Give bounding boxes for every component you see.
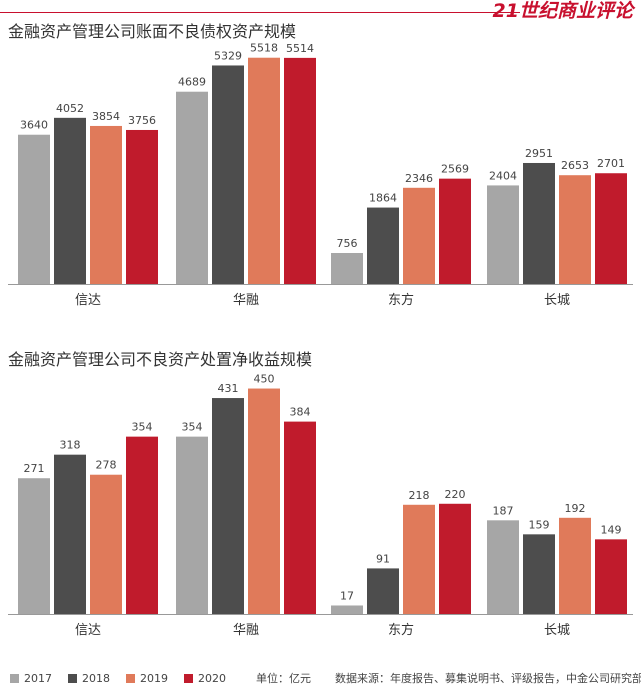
data-label-东方-2018: 1864	[369, 192, 397, 205]
bar-信达-2017	[18, 478, 50, 614]
data-label-信达-2019: 278	[96, 459, 117, 472]
bar-东方-2019	[403, 187, 435, 284]
source-label: 数据来源：年度报告、募集说明书、评级报告，中金公司研究部	[335, 672, 641, 685]
data-label-长城-2019: 192	[565, 502, 586, 515]
bar-华融-2017	[176, 91, 208, 284]
data-label-东方-2017: 756	[337, 237, 358, 250]
data-label-信达-2019: 3854	[92, 110, 120, 123]
chart-1-title: 金融资产管理公司账面不良债权资产规模	[8, 22, 297, 41]
bar-信达-2018	[54, 117, 86, 284]
data-label-信达-2020: 3756	[128, 114, 156, 127]
bar-华融-2017	[176, 436, 208, 614]
bar-华融-2020	[284, 421, 316, 614]
data-label-东方-2018: 91	[376, 552, 390, 565]
data-label-华融-2018: 431	[218, 382, 239, 395]
data-label-华融-2017: 354	[182, 421, 203, 434]
legend-label-2020: 2020	[198, 671, 226, 685]
bar-华融-2019	[248, 388, 280, 614]
data-label-华融-2018: 5329	[214, 49, 242, 62]
bar-东方-2020	[439, 503, 471, 614]
data-label-长城-2017: 2404	[489, 169, 517, 182]
bar-长城-2017	[487, 520, 519, 614]
chart-1: 3640 4052 3854 3756 信达 4689 5329 5518 5514 华融 756 1…	[8, 42, 633, 308]
legend: 2017 2018 2019 2020 单位：亿元 数据来源：年度报告、募集说明…	[10, 670, 641, 686]
category-label-长城: 长城	[544, 623, 570, 638]
legend-swatch-2019	[126, 673, 135, 683]
legend-item-2018: 2018	[68, 672, 110, 685]
category-label-信达: 信达	[75, 623, 101, 638]
data-label-华融-2020: 384	[290, 406, 311, 419]
legend-swatch-2018	[68, 673, 77, 683]
bar-华融-2020	[284, 57, 316, 284]
chart-2: 271 318 278 354 信达 354 431 450 384 华融 17 91 218 220 东方…	[8, 373, 633, 638]
data-label-华融-2017: 4689	[178, 76, 206, 89]
bar-长城-2020	[595, 539, 627, 614]
bar-东方-2019	[403, 504, 435, 614]
bar-信达-2019	[90, 474, 122, 614]
data-label-华融-2019: 450	[254, 373, 275, 386]
bar-信达-2018	[54, 454, 86, 614]
data-label-东方-2020: 2569	[441, 163, 469, 176]
data-label-华融-2020: 5514	[286, 42, 314, 55]
bar-信达-2020	[126, 129, 158, 284]
bar-长城-2019	[559, 517, 591, 614]
legend-item-2020: 2020	[184, 672, 226, 685]
legend-swatch-2020	[184, 673, 193, 683]
category-label-华融: 华融	[233, 623, 259, 638]
brand-logo: 21世纪商业评论	[492, 0, 633, 22]
category-label-东方: 东方	[388, 622, 414, 638]
top-bar	[0, 0, 641, 4]
bar-东方-2020	[439, 178, 471, 284]
data-label-华融-2019: 5518	[250, 42, 278, 55]
bar-长城-2018	[523, 162, 555, 284]
legend-label-2018: 2018	[82, 671, 110, 685]
brand-line	[0, 12, 520, 13]
legend-label-2019: 2019	[140, 671, 168, 685]
data-label-东方-2019: 2346	[405, 172, 433, 185]
chart-2-title: 金融资产管理公司不良资产处置净收益规模	[8, 350, 313, 369]
data-label-信达-2018: 4052	[56, 102, 84, 115]
bar-华融-2018	[212, 398, 244, 614]
bar-长城-2017	[487, 185, 519, 284]
bar-信达-2019	[90, 125, 122, 284]
category-label-东方: 东方	[388, 292, 414, 308]
data-label-长城-2018: 159	[529, 518, 550, 531]
data-label-东方-2017: 17	[340, 589, 354, 602]
data-label-信达-2020: 354	[132, 421, 153, 434]
bar-东方-2018	[367, 207, 399, 284]
data-label-信达-2018: 318	[60, 439, 81, 452]
bar-信达-2020	[126, 436, 158, 614]
data-label-信达-2017: 271	[24, 462, 45, 475]
bar-东方-2018	[367, 568, 399, 614]
bar-东方-2017	[331, 605, 363, 614]
category-label-长城: 长城	[544, 293, 570, 308]
bar-长城-2020	[595, 173, 627, 284]
bar-信达-2017	[18, 134, 50, 284]
legend-item-2019: 2019	[126, 672, 168, 685]
data-label-东方-2020: 220	[445, 488, 466, 501]
data-label-长城-2020: 149	[601, 523, 622, 536]
legend-swatch-2017	[10, 673, 19, 683]
data-label-长城-2019: 2653	[561, 159, 589, 172]
legend-item-2017: 2017	[10, 672, 52, 685]
bar-东方-2017	[331, 252, 363, 284]
bar-华融-2019	[248, 57, 280, 284]
bar-长城-2019	[559, 175, 591, 284]
category-label-华融: 华融	[233, 293, 259, 308]
data-label-长城-2017: 187	[493, 504, 514, 517]
data-label-东方-2019: 218	[409, 489, 430, 502]
category-label-信达: 信达	[75, 293, 101, 308]
data-label-信达-2017: 3640	[20, 119, 48, 132]
bar-华融-2018	[212, 65, 244, 284]
bar-长城-2018	[523, 534, 555, 614]
data-label-长城-2018: 2951	[525, 147, 553, 160]
legend-label-2017: 2017	[24, 671, 52, 685]
unit-label: 单位：亿元	[256, 672, 311, 685]
data-label-长城-2020: 2701	[597, 157, 625, 170]
